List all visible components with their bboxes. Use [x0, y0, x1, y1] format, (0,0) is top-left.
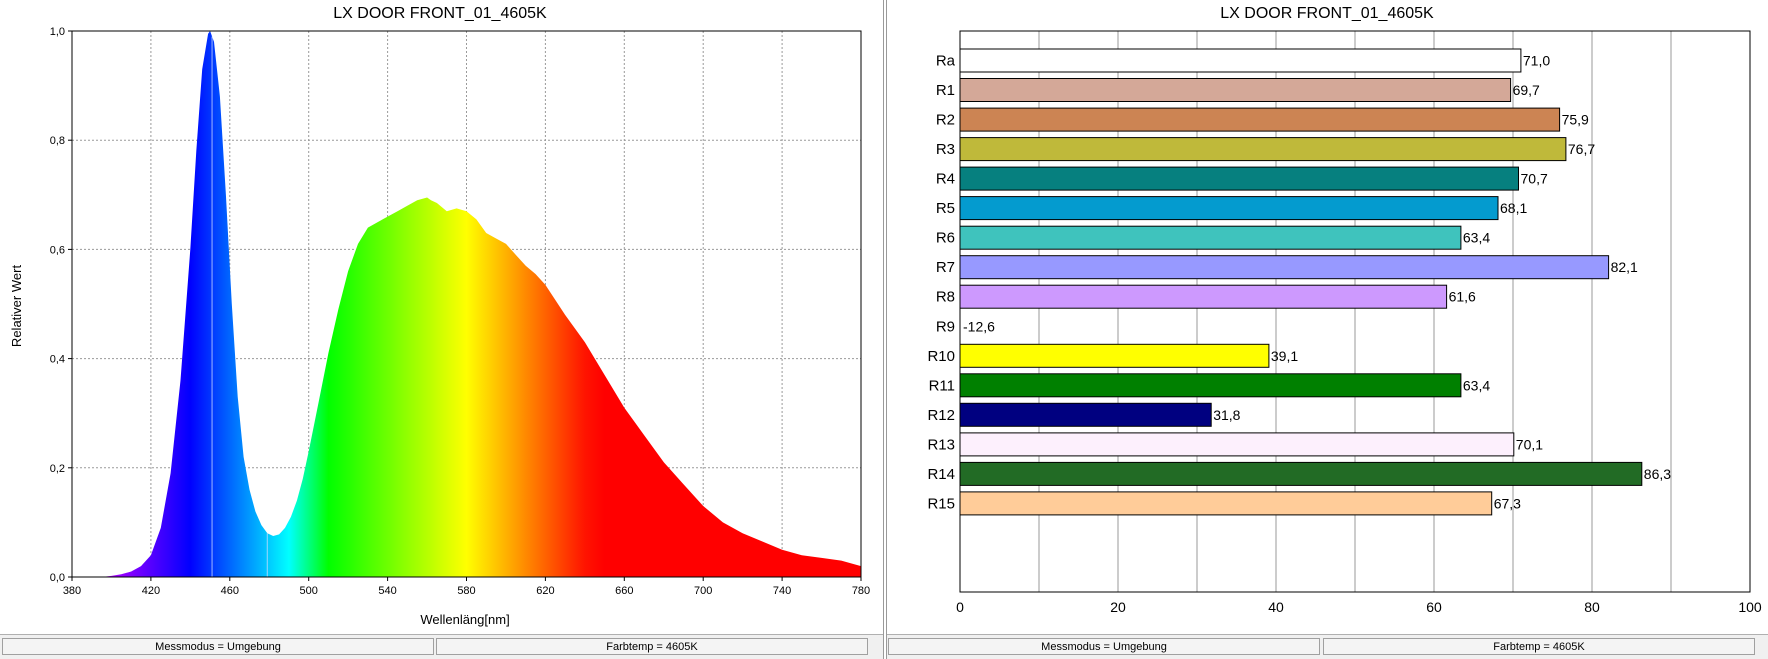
value-label: 61,6	[1449, 289, 1476, 305]
x-tick-label: 420	[142, 585, 160, 597]
value-label: 76,7	[1568, 141, 1595, 157]
y-tick-label: 0,4	[50, 354, 65, 366]
x-axis-label: Wellenläng[nm]	[420, 612, 509, 627]
status-mode: Messmodus = Umgebung	[888, 638, 1320, 655]
value-label: 71,0	[1523, 53, 1550, 69]
y-tick-label: 0,2	[50, 463, 65, 475]
category-label: R15	[927, 495, 955, 512]
bar-r8	[959, 284, 1448, 309]
category-label: R2	[936, 112, 955, 129]
bar-r10	[959, 343, 1270, 368]
bar-r7	[959, 255, 1610, 280]
x-tick-label: 660	[615, 585, 633, 597]
spectrum-panel: LX DOOR FRONT_01_4605K Relativer Wert We…	[0, 0, 884, 659]
value-label: 70,1	[1516, 436, 1543, 452]
value-label: 31,8	[1213, 407, 1240, 423]
y-tick-label: 0,6	[50, 244, 65, 256]
category-label: R13	[927, 436, 955, 453]
bar-r3	[959, 137, 1567, 162]
plot-frame	[959, 30, 1751, 593]
chart-title: LX DOOR FRONT_01_4605K	[333, 5, 547, 22]
status-bar: Messmodus = Umgebung Farbtemp = 4605K	[0, 634, 883, 659]
x-tick-label: 780	[852, 585, 870, 597]
bar-r11	[959, 373, 1462, 398]
cri-chart: LX DOOR FRONT_01_4605K Ra 71,0 R1 69,7 R2 75,…	[927, 5, 1762, 615]
value-label: 69,7	[1513, 82, 1540, 98]
bar-r5	[959, 196, 1499, 221]
category-label: R8	[936, 289, 955, 306]
value-label: 68,1	[1500, 200, 1527, 216]
bar-r2	[959, 107, 1561, 132]
bar-r12	[959, 402, 1212, 427]
value-label: 63,4	[1463, 230, 1490, 246]
bar-r6	[959, 225, 1462, 250]
category-label: R12	[927, 407, 955, 424]
x-tick-label: 380	[63, 585, 81, 597]
bar-r1	[959, 78, 1512, 102]
x-tick-label: 620	[536, 585, 554, 597]
x-tick-label: 20	[1110, 599, 1126, 615]
x-tick-label: 580	[457, 585, 475, 597]
status-mode: Messmodus = Umgebung	[2, 638, 434, 655]
category-label: R5	[936, 200, 955, 217]
category-label: R14	[927, 466, 955, 483]
value-label: 70,7	[1521, 171, 1548, 187]
spectrum-chart: LX DOOR FRONT_01_4605K Relativer Wert We…	[9, 5, 870, 627]
value-label: 75,9	[1562, 112, 1589, 128]
value-label: 67,3	[1494, 495, 1521, 511]
x-tick-label: 700	[694, 585, 712, 597]
category-label: R4	[936, 171, 955, 188]
chart-title: LX DOOR FRONT_01_4605K	[1220, 5, 1434, 22]
x-tick-label: 460	[221, 585, 239, 597]
plot-area: Ra 71,0 R1 69,7 R2 75,9 R3 76,7 R4 70,7 R5 68,1 R6 63…	[927, 30, 1762, 615]
x-tick-label: 540	[378, 585, 396, 597]
status-bar: Messmodus = Umgebung Farbtemp = 4605K	[887, 634, 1768, 659]
x-tick-label: 500	[300, 585, 318, 597]
x-tick-label: 740	[773, 585, 791, 597]
plot-area: 380 420 460 500 540 580 620 660 700 740 780 0,0 0,2 0…	[50, 26, 870, 597]
category-label: R6	[936, 230, 955, 247]
value-label: 82,1	[1611, 259, 1638, 275]
y-axis-label: Relativer Wert	[9, 265, 24, 348]
x-tick-label: 0	[956, 599, 964, 615]
spectrum-area	[72, 31, 861, 577]
category-label: R7	[936, 259, 955, 276]
y-tick-label: 0,8	[50, 135, 65, 147]
status-color-temp: Farbtemp = 4605K	[1323, 638, 1755, 655]
category-label: R10	[927, 348, 955, 365]
x-tick-label: 40	[1268, 599, 1284, 615]
value-label: 39,1	[1271, 348, 1298, 364]
bar-r14	[959, 461, 1643, 486]
value-label: -12,6	[963, 318, 995, 334]
y-tick-label: 1,0	[50, 26, 65, 38]
x-tick-label: 100	[1738, 599, 1762, 615]
cri-panel: LX DOOR FRONT_01_4605K Ra 71,0 R1 69,7 R2 75,…	[886, 0, 1768, 659]
status-color-temp: Farbtemp = 4605K	[436, 638, 868, 655]
bar-r4	[959, 166, 1519, 191]
category-label: R9	[936, 318, 955, 335]
value-label: 86,3	[1644, 466, 1671, 482]
y-tick-label: 0,0	[50, 572, 65, 584]
category-label: R3	[936, 141, 955, 158]
x-tick-label: 80	[1584, 599, 1600, 615]
category-label: R11	[929, 377, 955, 394]
bar-r15	[959, 491, 1493, 516]
bar-r13	[959, 432, 1515, 457]
bar-ra	[959, 48, 1522, 73]
category-label: R1	[936, 82, 955, 99]
x-tick-label: 60	[1426, 599, 1442, 615]
value-label: 63,4	[1463, 377, 1490, 393]
category-label: Ra	[936, 53, 956, 70]
